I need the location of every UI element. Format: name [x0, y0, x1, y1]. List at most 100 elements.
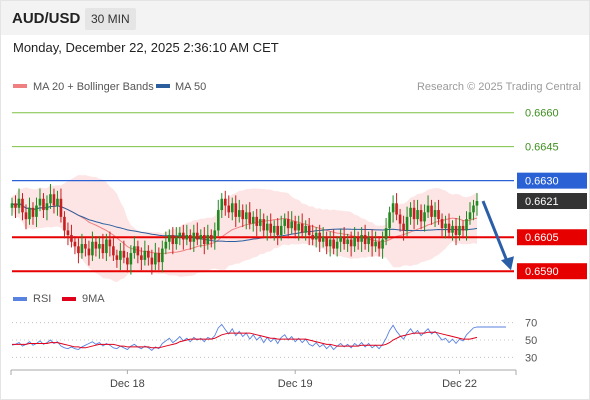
- candle-body: [454, 225, 458, 235]
- candle-body: [168, 234, 171, 242]
- level-label-0.6645: 0.6645: [525, 142, 559, 154]
- candle-body: [105, 239, 108, 254]
- rsi-line: [11, 323, 506, 351]
- research-credit: Research © 2025 Trading Central: [417, 81, 581, 93]
- candle-body: [426, 205, 430, 213]
- candle-body: [374, 241, 377, 247]
- ma50-legend-swatch: [156, 84, 170, 88]
- level-label-0.6590: 0.6590: [525, 266, 559, 278]
- candle-body: [349, 239, 353, 247]
- rsi-legend-swatch: [13, 297, 27, 301]
- candle-body: [108, 239, 112, 247]
- candle-body: [230, 203, 234, 213]
- candle-body: [290, 221, 293, 229]
- forecast-arrow-shaft: [481, 200, 509, 262]
- candle-body: [409, 207, 412, 217]
- level-tag-0.6605: [517, 229, 587, 246]
- candle-body: [150, 257, 154, 265]
- candle-body: [52, 194, 56, 206]
- candle-body: [35, 205, 38, 217]
- candle-body: [300, 223, 304, 233]
- candle-body: [237, 210, 241, 217]
- candle-body: [10, 203, 14, 208]
- candle-body: [66, 230, 70, 235]
- candle-body: [202, 234, 206, 245]
- candle-body: [171, 234, 175, 245]
- candle-body: [199, 234, 203, 240]
- x-label-Dec 22: Dec 22: [442, 378, 477, 390]
- candle-body: [395, 203, 398, 215]
- candle-body: [147, 250, 150, 258]
- candle-body: [101, 244, 105, 254]
- candle-body: [402, 223, 405, 231]
- candle-body: [451, 225, 454, 233]
- candle-body: [31, 207, 35, 217]
- candle-body: [14, 203, 17, 208]
- level-label-0.6630: 0.6630: [525, 176, 559, 188]
- candle-body: [416, 210, 419, 220]
- candle-body: [412, 207, 416, 220]
- forecast-arrow-head: [501, 256, 514, 271]
- candle-body: [42, 198, 45, 211]
- candle-body: [223, 198, 227, 206]
- candle-body: [24, 212, 28, 220]
- candle-body: [377, 241, 381, 249]
- candle-body: [269, 223, 273, 233]
- candle-body: [157, 253, 161, 263]
- candle-body: [94, 241, 98, 249]
- candle-body: [122, 250, 126, 258]
- candle-body: [328, 239, 332, 247]
- candle-body: [388, 212, 391, 229]
- candle-body: [472, 205, 475, 213]
- level-tag-0.6621: [517, 193, 587, 210]
- candle-body: [356, 237, 360, 242]
- candle-body: [262, 219, 266, 231]
- candle-body: [475, 201, 479, 206]
- candle-body: [321, 237, 325, 242]
- candle-body: [342, 237, 346, 245]
- candle-body: [241, 210, 245, 220]
- candle-body: [468, 212, 472, 220]
- interval-badge[interactable]: 30 MIN: [85, 8, 136, 30]
- candle-body: [251, 216, 255, 224]
- candle-body: [206, 234, 210, 245]
- symbol-title: AUD/USD: [12, 10, 81, 27]
- candle-body: [447, 223, 451, 233]
- candle-body: [360, 234, 363, 242]
- candle-body: [70, 234, 73, 242]
- candle-body: [440, 219, 444, 229]
- candle-body: [283, 219, 287, 226]
- candle-body: [405, 216, 409, 231]
- candle-body: [335, 241, 339, 249]
- candle-body: [129, 253, 133, 265]
- candle-body: [465, 219, 468, 231]
- candle-body: [279, 225, 283, 235]
- level-tag-0.6590: [517, 263, 587, 280]
- candle-body: [84, 244, 87, 249]
- candle-body: [384, 228, 388, 240]
- candle-body: [192, 232, 196, 242]
- candle-body: [227, 205, 231, 213]
- candle-body: [45, 203, 49, 211]
- candle-body: [346, 239, 349, 245]
- rsi-ma-legend: 9MA: [82, 293, 105, 305]
- candle-body: [175, 237, 178, 245]
- candle-body: [391, 203, 395, 213]
- candle-body: [353, 237, 356, 247]
- rsi-tick-70: 70: [525, 318, 537, 330]
- candle-body: [444, 223, 447, 229]
- candle-body: [419, 210, 423, 222]
- candle-body: [430, 205, 433, 217]
- candle-body: [367, 237, 370, 245]
- candle-body: [73, 241, 77, 247]
- candle-body: [307, 225, 311, 235]
- candle-body: [286, 219, 290, 229]
- candle-body: [297, 223, 300, 231]
- level-tag-0.6630: [517, 172, 587, 189]
- candle-body: [248, 212, 252, 224]
- candle-body: [458, 225, 461, 235]
- candle-body: [304, 225, 307, 233]
- candle-body: [38, 198, 42, 206]
- candle-body: [437, 210, 440, 220]
